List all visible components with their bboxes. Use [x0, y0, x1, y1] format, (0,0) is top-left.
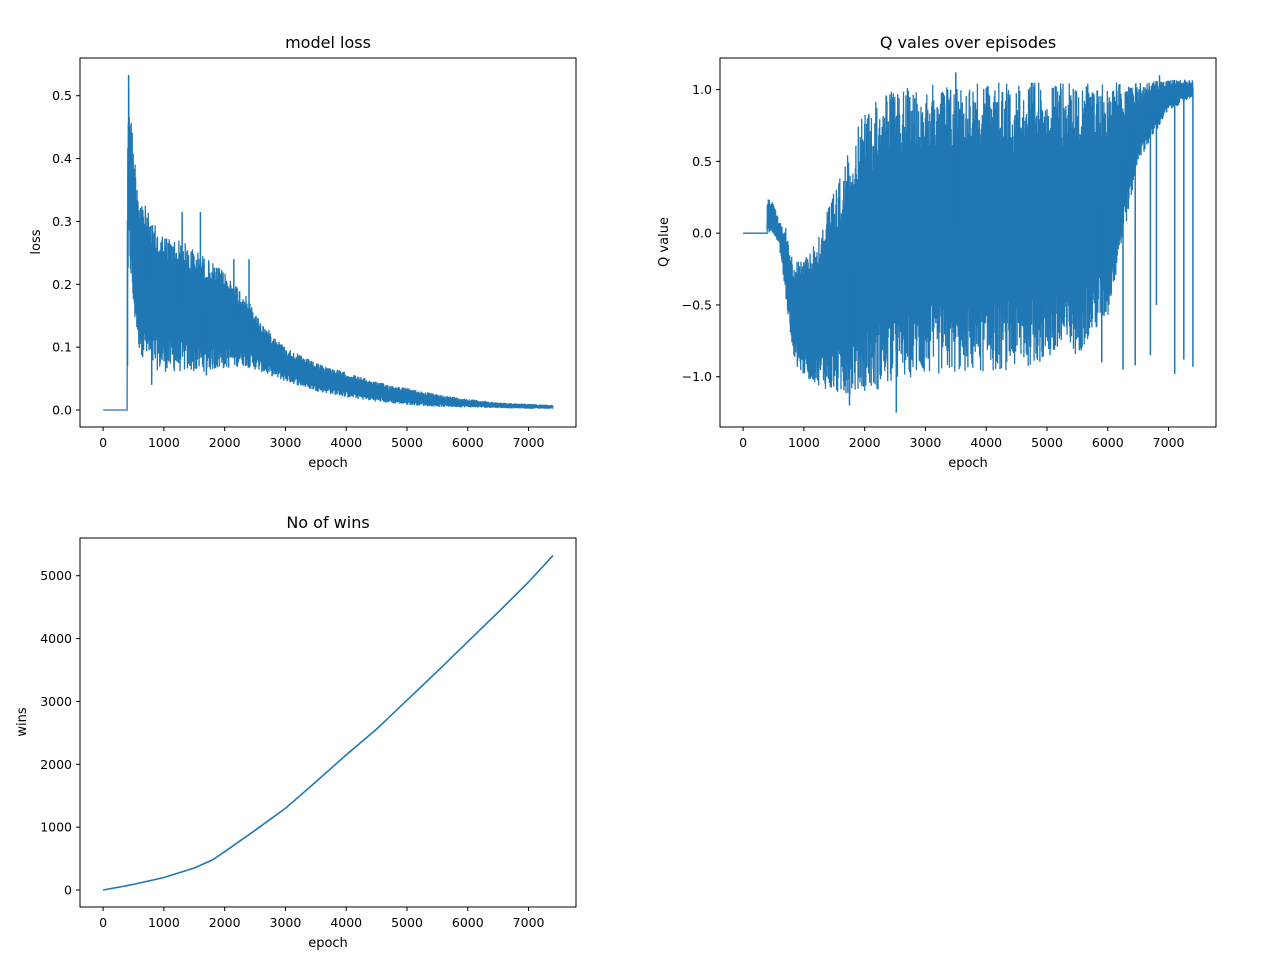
qvalues-series-line: [743, 79, 1194, 395]
wins-chart: No of wins epoch wins 0 1000 2000 3000 4000 5…: [15, 513, 577, 951]
wins-y-tick-label: 0: [64, 883, 72, 898]
wins-x-tick-label: 3000: [270, 915, 302, 930]
wins-y-tick-label: 2000: [40, 757, 72, 772]
wins-x-tick-label: 5000: [391, 915, 423, 930]
loss-chart-xlabel: epoch: [308, 456, 348, 471]
wins-x-tick-label: 1000: [148, 915, 180, 930]
loss-x-tick-label: 0: [99, 435, 107, 450]
wins-chart-ylabel: wins: [15, 707, 30, 736]
wins-y-tick-label: 5000: [40, 568, 72, 583]
loss-y-tick-label: 0.0: [52, 403, 72, 418]
loss-x-tick-label: 5000: [391, 435, 423, 450]
loss-y-tick-label: 0.2: [52, 277, 72, 292]
qvalues-x-tick-label: 6000: [1092, 435, 1124, 450]
loss-x-tick-label: 2000: [209, 435, 241, 450]
loss-x-tick-label: 1000: [148, 435, 180, 450]
loss-x-tick-label: 7000: [513, 435, 545, 450]
wins-chart-title: No of wins: [286, 513, 369, 532]
loss-chart-title: model loss: [285, 33, 371, 52]
loss-axes-frame: [79, 57, 577, 428]
qvalues-x-tick-label: 4000: [970, 435, 1002, 450]
qvalues-chart-title: Q vales over episodes: [880, 33, 1056, 52]
wins-chart-xlabel: epoch: [308, 936, 348, 951]
loss-series-line: [103, 86, 554, 411]
qvalues-y-tick-label: −1.0: [682, 369, 712, 384]
qvalues-chart: Q vales over episodes epoch Q value 0 100…: [657, 33, 1217, 471]
wins-x-tick-label: 4000: [330, 915, 362, 930]
wins-x-tick-label: 2000: [209, 915, 241, 930]
loss-chart: model loss epoch loss 0 1000 2000 3000 4000 5…: [29, 33, 577, 471]
loss-y-tick-label: 0.5: [52, 88, 72, 103]
wins-y-tick-label: 1000: [40, 820, 72, 835]
wins-x-tick-label: 6000: [452, 915, 484, 930]
qvalues-x-tick-label: 1000: [788, 435, 820, 450]
qvalues-x-tick-label: 0: [739, 435, 747, 450]
loss-y-tick-label: 0.3: [52, 214, 72, 229]
qvalues-x-tick-label: 3000: [910, 435, 942, 450]
qvalues-y-tick-label: 0.5: [692, 154, 712, 169]
qvalues-axes-frame: [719, 57, 1217, 428]
loss-x-tick-label: 3000: [270, 435, 302, 450]
wins-x-tick-label: 0: [99, 915, 107, 930]
loss-chart-ylabel: loss: [29, 229, 44, 254]
qvalues-y-tick-label: 1.0: [692, 82, 712, 97]
qvalues-chart-ylabel: Q value: [657, 217, 672, 267]
loss-x-tick-label: 6000: [452, 435, 484, 450]
wins-y-tick-label: 4000: [40, 631, 72, 646]
loss-y-tick-label: 0.4: [52, 151, 72, 166]
qvalues-y-tick-label: 0.0: [692, 226, 712, 241]
qvalues-x-tick-label: 5000: [1031, 435, 1063, 450]
qvalues-chart-xlabel: epoch: [948, 456, 988, 471]
wins-y-tick-label: 3000: [40, 694, 72, 709]
wins-axes-frame: [79, 537, 577, 908]
qvalues-x-tick-label: 2000: [849, 435, 881, 450]
wins-series-line: [102, 555, 554, 891]
qvalues-y-tick-label: −0.5: [682, 297, 712, 312]
loss-x-tick-label: 4000: [330, 435, 362, 450]
loss-y-tick-label: 0.1: [52, 340, 72, 355]
qvalues-x-tick-label: 7000: [1153, 435, 1185, 450]
wins-x-tick-label: 7000: [513, 915, 545, 930]
